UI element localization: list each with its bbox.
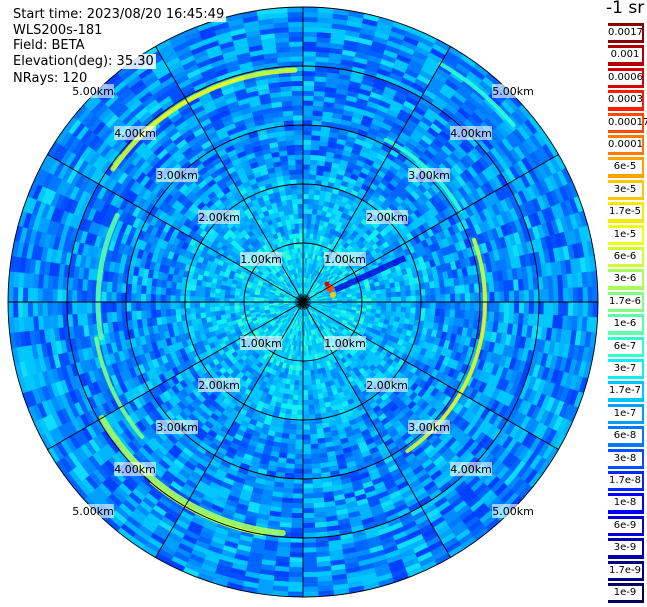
range-ring-label: 2.00km	[366, 379, 408, 392]
field-name: Field: BETA	[11, 38, 87, 53]
colorbar-tick-label: 1e-8	[608, 496, 642, 511]
range-labels: 1.00km 1.00km 1.00km 1.00km 2.00km 2.00km 2.00…	[72, 84, 534, 518]
range-ring-label: 5.00km	[492, 505, 534, 518]
range-ring-label: 4.00km	[450, 463, 492, 476]
range-ring-label: 3.00km	[408, 169, 450, 182]
range-ring-label: 4.00km	[114, 463, 156, 476]
colorbar-tick-label: 1.7e-6	[608, 294, 642, 309]
colorbar-tick-label: 0.0006	[608, 70, 643, 85]
colorbar-tick-label: 0.0017	[608, 26, 643, 40]
colorbar-tick-label: 3e-7	[608, 362, 642, 376]
start-time: Start time: 2023/08/20 16:45:49	[11, 7, 227, 22]
colorbar-tick-label: 3e-9	[608, 541, 642, 556]
azimuth-line	[47, 154, 304, 303]
colorbar-tick-label: 1.7e-7	[608, 384, 642, 399]
range-ring-label: 3.00km	[156, 169, 198, 182]
range-ring-label: 1.00km	[324, 337, 366, 350]
colorbar-tick-label: 6e-6	[608, 250, 642, 264]
colorbar-tick-label: 3e-6	[608, 272, 642, 287]
azimuth-line	[47, 301, 304, 450]
range-ring-label: 5.00km	[72, 85, 114, 98]
colorbar-tick-label: 1.7e-5	[608, 205, 642, 220]
range-ring-label: 4.00km	[114, 127, 156, 140]
colorbar-tick-label: 1e-5	[608, 227, 642, 242]
azimuth-line	[302, 301, 559, 450]
elevation: Elevation(deg): 35.30	[11, 54, 156, 69]
azimuth-line	[302, 154, 559, 303]
colorbar-tick-label: 6e-5	[608, 160, 642, 175]
range-ring-label: 1.00km	[240, 253, 282, 266]
colorbar-tick-label: 0.00017	[608, 115, 647, 130]
range-ring-label: 2.00km	[366, 211, 408, 224]
colorbar: 0.0017 0.001 0.0006 0.0003 0.00017 0.0001 6e-5…	[607, 22, 647, 606]
range-ring-label: 4.00km	[450, 127, 492, 140]
range-ring-label: 1.00km	[324, 253, 366, 266]
colorbar-tick-label: 6e-7	[608, 339, 642, 354]
colorbar-tick-label: 3e-5	[608, 182, 642, 197]
colorbar-tick-label: 1e-9	[608, 586, 642, 600]
instrument-name: WLS200s-181	[11, 23, 105, 38]
nrays: NRays: 120	[11, 71, 90, 86]
range-ring-label: 3.00km	[156, 421, 198, 434]
range-ring-label: 5.00km	[72, 505, 114, 518]
colorbar-tick-label: 1e-6	[608, 317, 642, 332]
colorbar-unit: -1 sr	[606, 0, 645, 18]
colorbar-tick-label: 6e-8	[608, 429, 642, 444]
ppi-plot: 1.00km 1.00km 1.00km 1.00km 2.00km 2.00km 2.00…	[7, 6, 599, 598]
colorbar-tick-label: 1.7e-9	[608, 563, 642, 578]
range-ring-label: 3.00km	[408, 421, 450, 434]
colorbar-tick-label: 1.7e-8	[608, 474, 642, 488]
range-ring-label: 1.00km	[240, 337, 282, 350]
range-ring-label: 2.00km	[198, 379, 240, 392]
colorbar-tick-label: 0.001	[608, 48, 642, 63]
range-ring-label: 5.00km	[492, 85, 534, 98]
colorbar-tick-label: 1e-7	[608, 406, 642, 421]
range-ring-label: 2.00km	[198, 211, 240, 224]
colorbar-tick-label: 0.0003	[608, 93, 643, 108]
colorbar-tick-label: 0.0001	[608, 138, 643, 152]
colorbar-tick-label: 3e-8	[608, 451, 642, 466]
colorbar-tick-label: 6e-9	[608, 518, 642, 533]
